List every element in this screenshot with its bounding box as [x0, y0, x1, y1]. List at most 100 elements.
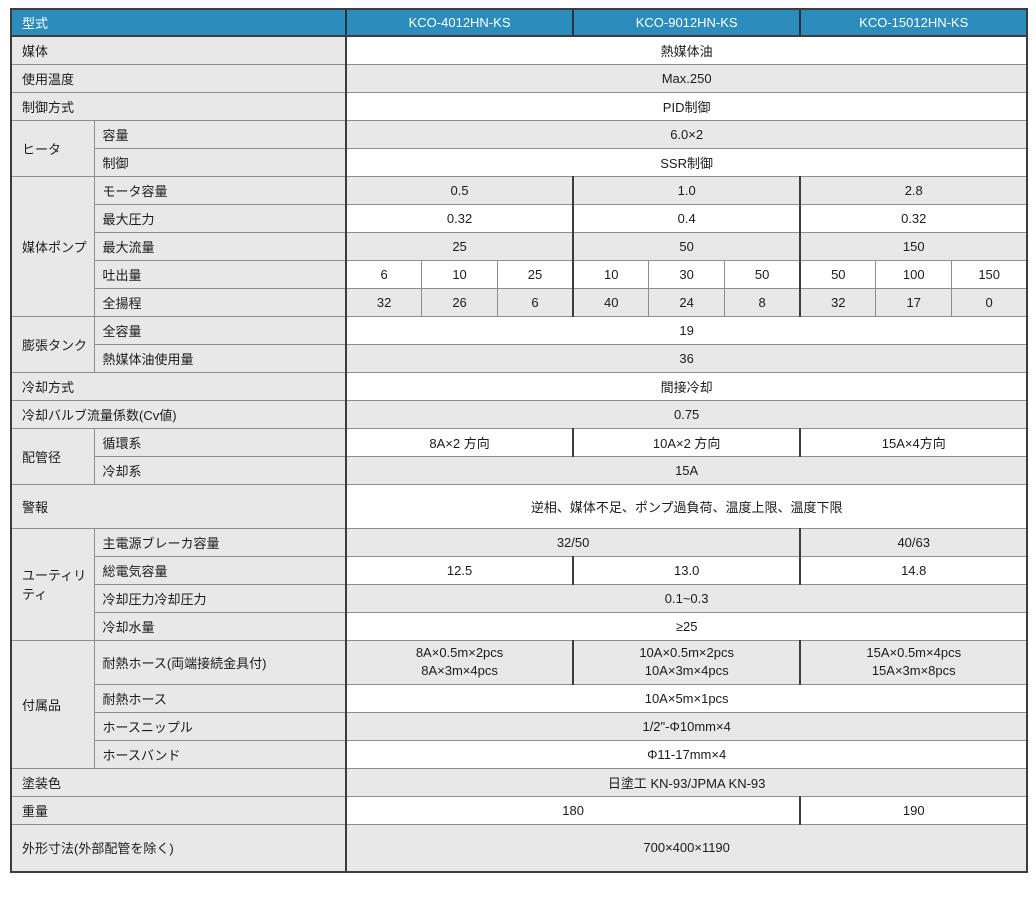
value-pump-head-7: 32	[799, 287, 877, 317]
value-pump-head-8: 17	[875, 287, 953, 317]
value-pump-motor-1: 0.5	[345, 175, 574, 205]
row-temperature: 使用温度 Max.250	[10, 63, 1028, 93]
value-acc-hose: 10A×5m×1pcs	[345, 683, 1028, 713]
value-dimensions: 700×400×1190	[345, 823, 1028, 873]
value-piping-circulation-1: 8A×2 方向	[345, 427, 574, 457]
row-pump-max-pressure: 最大圧力 0.32 0.4 0.32	[11, 203, 1028, 233]
value-pump-motor-2: 1.0	[572, 175, 801, 205]
row-tank-oil: 熱媒体油使用量 36	[11, 343, 1028, 373]
model-col-header-2: KCO-9012HN-KS	[572, 8, 801, 37]
sublabel-utility-cooling-water: 冷却水量	[93, 611, 347, 641]
row-acc-hose: 耐熱ホース 10A×5m×1pcs	[11, 683, 1028, 713]
label-temperature: 使用温度	[10, 63, 347, 93]
model-col-header-3: KCO-15012HN-KS	[799, 8, 1028, 37]
value-tank-total: 19	[345, 315, 1028, 345]
value-pump-head-2: 26	[421, 287, 498, 317]
value-pump-head-1: 32	[345, 287, 423, 317]
sublabel-utility-breaker: 主電源ブレーカ容量	[93, 527, 347, 557]
value-utility-breaker-left: 32/50	[345, 527, 801, 557]
value-pump-discharge-7: 50	[799, 259, 877, 289]
label-dimensions: 外形寸法(外部配管を除く)	[10, 823, 347, 873]
sublabel-piping-cooling: 冷却系	[93, 455, 347, 485]
sublabel-pump-discharge: 吐出量	[93, 259, 347, 289]
hose-line: 10A×3m×4pcs	[644, 663, 729, 678]
sublabel-acc-hose-fitted: 耐熱ホース(両端接続金具付)	[93, 639, 347, 685]
value-pump-discharge-6: 50	[723, 259, 801, 289]
group-label-piping: 配管径	[10, 427, 95, 485]
hose-line: 8A×3m×4pcs	[421, 663, 498, 678]
value-control-method: PID制御	[345, 91, 1028, 121]
hose-line: 8A×0.5m×2pcs	[415, 645, 504, 661]
value-weight-right: 190	[799, 795, 1028, 825]
sublabel-piping-circulation: 循環系	[93, 427, 347, 457]
row-heater-capacity: ヒータ 容量 6.0×2	[10, 119, 1028, 177]
label-weight: 重量	[10, 795, 347, 825]
value-acc-nipple: 1/2"-Φ10mm×4	[345, 711, 1028, 741]
value-pump-discharge-4: 10	[572, 259, 650, 289]
value-pump-discharge-8: 100	[875, 259, 953, 289]
row-utility-breaker: ユーティリティ 主電源ブレーカ容量 32/50 40/63	[10, 527, 1028, 641]
value-pump-discharge-2: 10	[421, 259, 498, 289]
group-label-pump: 媒体ポンプ	[10, 175, 95, 317]
sublabel-pump-max-pressure: 最大圧力	[93, 203, 347, 233]
value-media: 熱媒体油	[345, 35, 1028, 65]
model-row-label: 型式	[10, 8, 347, 37]
label-cooling-method: 冷却方式	[10, 371, 347, 401]
row-utility-cooling-pressure: 冷却圧力冷却圧力 0.1~0.3	[11, 583, 1028, 613]
value-pump-discharge-1: 6	[345, 259, 423, 289]
spec-table: 型式 KCO-4012HN-KS KCO-9012HN-KS KCO-15012…	[10, 8, 1029, 873]
row-paint-color: 塗装色 日塗工 KN-93/JPMA KN-93	[10, 767, 1028, 797]
value-pump-max-flow-3: 150	[799, 231, 1028, 261]
value-pump-head-9: 0	[951, 287, 1028, 317]
row-dimensions: 外形寸法(外部配管を除く) 700×400×1190	[10, 823, 1028, 873]
row-pump-motor: 媒体ポンプ モータ容量 0.5 1.0 2.8	[10, 175, 1028, 317]
row-cooling-method: 冷却方式 間接冷却	[10, 371, 1028, 401]
label-media: 媒体	[10, 35, 347, 65]
value-pump-max-pressure-2: 0.4	[572, 203, 801, 233]
sublabel-acc-nipple: ホースニップル	[93, 711, 347, 741]
row-heater-control: 制御 SSR制御	[11, 147, 1028, 177]
sublabel-pump-max-flow: 最大流量	[93, 231, 347, 261]
value-utility-electric-3: 14.8	[799, 555, 1028, 585]
value-pump-max-flow-2: 50	[572, 231, 801, 261]
value-utility-breaker-right: 40/63	[799, 527, 1028, 557]
value-alarm: 逆相、媒体不足、ポンプ過負荷、温度上限、温度下限	[345, 483, 1028, 529]
sublabel-heater-control: 制御	[93, 147, 347, 177]
sublabel-tank-oil: 熱媒体油使用量	[93, 343, 347, 373]
value-pump-max-pressure-1: 0.32	[345, 203, 574, 233]
value-acc-hose-fitted-2: 10A×0.5m×2pcs 10A×3m×4pcs	[572, 639, 801, 685]
value-pump-max-pressure-3: 0.32	[799, 203, 1028, 233]
model-col-header-1: KCO-4012HN-KS	[345, 8, 574, 37]
value-tank-oil: 36	[345, 343, 1028, 373]
sublabel-pump-head: 全揚程	[93, 287, 347, 317]
value-paint-color: 日塗工 KN-93/JPMA KN-93	[345, 767, 1028, 797]
label-cv-value: 冷却バルブ流量係数(Cv値)	[10, 399, 347, 429]
row-acc-band: ホースバンド Φ11-17mm×4	[11, 739, 1028, 769]
group-label-utility: ユーティリティ	[10, 527, 95, 641]
value-pump-motor-3: 2.8	[799, 175, 1028, 205]
row-pump-max-flow: 最大流量 25 50 150	[11, 231, 1028, 261]
sublabel-pump-motor: モータ容量	[93, 175, 347, 205]
value-acc-hose-fitted-1: 8A×0.5m×2pcs 8A×3m×4pcs	[345, 639, 574, 685]
value-temperature: Max.250	[345, 63, 1028, 93]
value-pump-head-5: 24	[648, 287, 725, 317]
sublabel-tank-total: 全容量	[93, 315, 347, 345]
header-row: 型式 KCO-4012HN-KS KCO-9012HN-KS KCO-15012…	[10, 8, 1028, 37]
hose-line: 15A×0.5m×4pcs	[866, 645, 962, 661]
value-cooling-method: 間接冷却	[345, 371, 1028, 401]
value-acc-hose-fitted-3: 15A×0.5m×4pcs 15A×3m×8pcs	[799, 639, 1028, 685]
value-weight-left: 180	[345, 795, 801, 825]
row-utility-electric: 総電気容量 12.5 13.0 14.8	[11, 555, 1028, 585]
value-utility-cooling-water: ≥25	[345, 611, 1028, 641]
row-piping-cooling: 冷却系 15A	[11, 455, 1028, 485]
row-alarm: 警報 逆相、媒体不足、ポンプ過負荷、温度上限、温度下限	[10, 483, 1028, 529]
hose-line: 15A×3m×8pcs	[871, 663, 956, 678]
value-piping-cooling: 15A	[345, 455, 1028, 485]
row-piping-circulation: 配管径 循環系 8A×2 方向 10A×2 方向 15A×4方向	[10, 427, 1028, 485]
row-tank-total: 膨張タンク 全容量 19	[10, 315, 1028, 373]
group-label-tank: 膨張タンク	[10, 315, 95, 373]
value-pump-discharge-5: 30	[648, 259, 725, 289]
value-pump-head-4: 40	[572, 287, 650, 317]
label-paint-color: 塗装色	[10, 767, 347, 797]
sublabel-acc-band: ホースバンド	[93, 739, 347, 769]
